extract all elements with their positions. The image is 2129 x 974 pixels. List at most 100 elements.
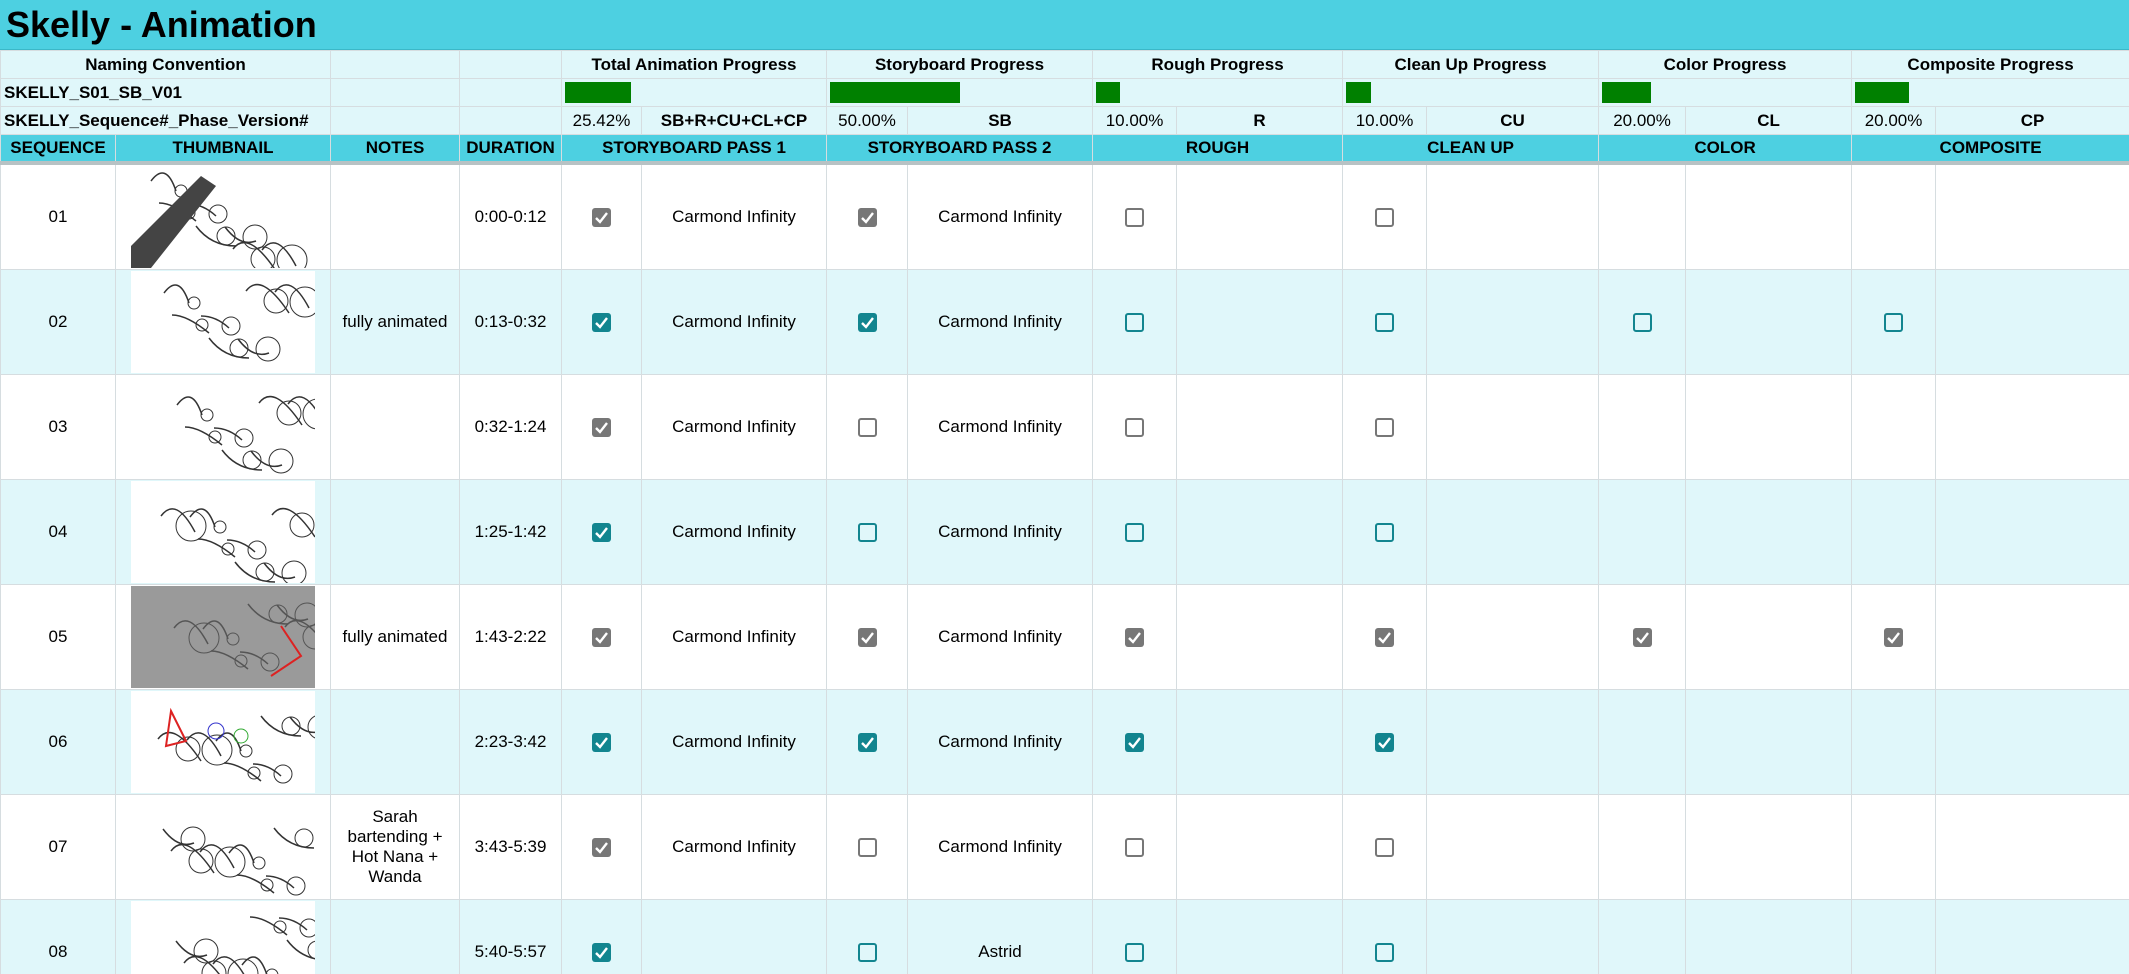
artist: Carmond Infinity [907,374,1094,480]
progress-bar [1096,82,1121,103]
row: SKELLY_S01_SB_V01 [0,78,2129,107]
check-cell [1092,374,1178,480]
checkbox[interactable] [857,733,877,752]
checkbox[interactable] [1375,418,1395,437]
checkbox[interactable] [592,628,611,647]
cell [1426,374,1600,480]
checkbox[interactable] [592,313,611,332]
checkbox[interactable] [857,943,877,962]
checkbox[interactable] [857,208,877,227]
checkbox[interactable] [1884,313,1904,332]
checkbox[interactable] [592,523,611,542]
checkbox[interactable] [1125,733,1145,752]
percent: 25.42% [561,106,642,135]
header-cell: Clean Up Progress [1342,50,1600,79]
checkbox[interactable] [1632,313,1652,332]
thumbnail-frame [131,166,315,268]
thumbnail-frame [131,691,315,793]
checkbox[interactable] [1125,943,1145,962]
checkbox[interactable] [592,733,611,752]
checkbox[interactable] [857,313,877,332]
checkbox[interactable] [1125,628,1145,647]
cell [459,50,562,79]
check-cell [1342,374,1428,480]
checkbox[interactable] [1375,313,1395,332]
cell [1685,794,1853,900]
thumbnail-cell [115,374,331,480]
check-cell [826,794,909,900]
duration: 1:43-2:22 [459,584,562,690]
row: 08 5:40-5:57 Astrid [0,899,2129,974]
checkbox[interactable] [592,208,611,227]
notes: fully animated [330,269,460,375]
cell [459,78,562,107]
checkbox[interactable] [1375,943,1395,962]
checkbox[interactable] [592,943,611,962]
check-cell [1598,162,1687,270]
thumbnail [131,271,315,373]
column-header: STORYBOARD PASS 1 [560,134,828,165]
check-cell [1598,374,1687,480]
checkbox[interactable] [1125,523,1145,542]
table: Naming Convention Total Animation Progres… [0,50,2129,974]
checkbox[interactable] [592,418,611,437]
checkbox[interactable] [1632,628,1652,647]
check-cell [1092,794,1178,900]
checkbox[interactable] [1375,838,1395,857]
check-cell [826,269,909,375]
checkbox[interactable] [1884,628,1904,647]
artist: Carmond Infinity [907,794,1094,900]
check-cell [826,162,909,270]
row: SKELLY_Sequence#_Phase_Version# 25.42% SB+… [0,106,2129,135]
checkbox[interactable] [1125,208,1145,227]
thumbnail-cell [115,794,331,900]
artist [640,899,828,974]
cell: SKELLY_Sequence#_Phase_Version# [0,106,331,135]
cell [1426,479,1600,585]
sequence: 07 [0,794,116,900]
cell [1176,584,1344,690]
artist: Carmond Infinity [907,162,1094,270]
thumbnail-frame [131,271,315,373]
checkbox[interactable] [1375,628,1395,647]
checkbox[interactable] [1125,838,1145,857]
check-cell [1851,794,1937,900]
check-cell [1851,899,1937,974]
bar-cell [1851,78,2129,107]
percent: 10.00% [1342,106,1428,135]
column-header: NOTES [330,134,460,165]
code: SB+R+CU+CL+CP [640,106,828,135]
cell [1426,689,1600,795]
checkbox[interactable] [1375,208,1395,227]
cell [1426,584,1600,690]
duration: 3:43-5:39 [459,794,562,900]
bar-cell [1342,78,1600,107]
checkbox[interactable] [1375,733,1395,752]
checkbox[interactable] [592,838,611,857]
check-cell [561,689,642,795]
notes [330,689,460,795]
check-cell [826,374,909,480]
check-cell [1092,584,1178,690]
checkbox[interactable] [1125,418,1145,437]
thumbnail-cell [115,689,331,795]
percent: 20.00% [1851,106,1937,135]
checkbox[interactable] [857,628,877,647]
cell [1426,899,1600,974]
checkbox[interactable] [857,523,877,542]
cell [1426,794,1600,900]
cell: SKELLY_S01_SB_V01 [0,78,331,107]
thumbnail [131,691,315,793]
check-cell [1598,899,1687,974]
checkbox[interactable] [857,418,877,437]
code: R [1176,106,1344,135]
duration: 1:25-1:42 [459,479,562,585]
cell [1426,162,1600,270]
checkbox[interactable] [857,838,877,857]
checkbox[interactable] [1125,313,1145,332]
checkbox[interactable] [1375,523,1395,542]
sequence: 01 [0,162,116,270]
cell [1935,162,2129,270]
check-cell [826,899,909,974]
check-cell [1092,689,1178,795]
